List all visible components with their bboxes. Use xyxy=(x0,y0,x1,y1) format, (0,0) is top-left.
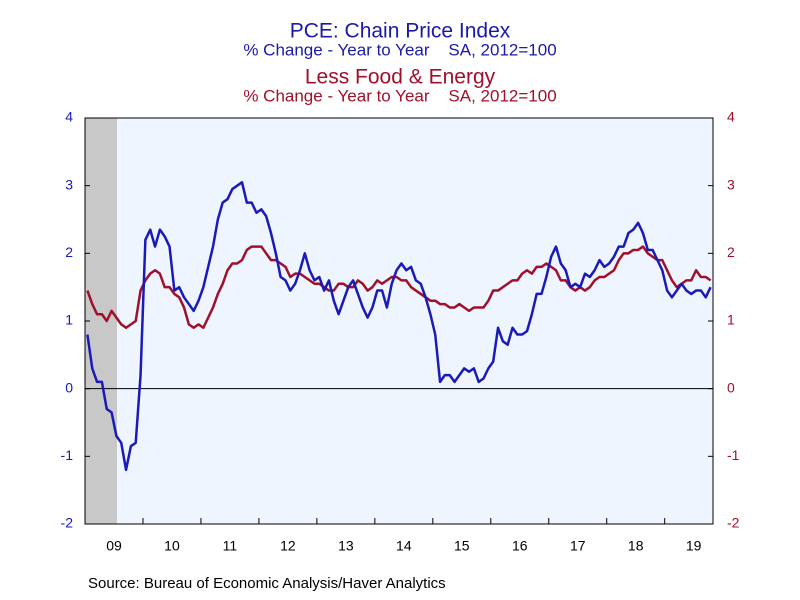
x-tick-label: 11 xyxy=(223,538,238,554)
y2-tick-label: -1 xyxy=(727,447,740,463)
y-tick-label: 4 xyxy=(65,109,73,125)
x-tick-label: 15 xyxy=(454,538,470,554)
y-tick-label: 0 xyxy=(65,379,73,395)
source: Source: Bureau of Economic Analysis/Have… xyxy=(88,575,446,592)
x-tick-label: 10 xyxy=(164,538,180,554)
y2-tick-label: 4 xyxy=(727,109,735,125)
y2-tick-label: 1 xyxy=(727,312,735,328)
x-tick-label: 17 xyxy=(570,538,586,554)
x-tick-label: 09 xyxy=(106,538,122,554)
y2-tick-label: -2 xyxy=(727,515,740,531)
recession-shading xyxy=(85,118,117,524)
plot-border xyxy=(84,117,714,525)
y-tick-label: 3 xyxy=(65,176,73,192)
y2-tick-label: 0 xyxy=(727,379,735,395)
x-tick-label: 13 xyxy=(338,538,354,554)
y2-tick-label: 2 xyxy=(727,244,735,260)
x-tick-label: 16 xyxy=(512,538,528,554)
x-tick-label: 19 xyxy=(686,538,702,554)
subtitle: % Change - Year to Year SA, 2012=100 xyxy=(243,40,556,59)
series-line xyxy=(86,245,712,330)
series-line xyxy=(86,181,712,472)
plot-area xyxy=(85,118,713,524)
title: PCE: Chain Price Index xyxy=(290,20,511,43)
y-tick-label: -2 xyxy=(61,515,74,531)
x-tick-label: 14 xyxy=(396,538,412,554)
y-tick-label: -1 xyxy=(61,447,74,463)
subtitle: % Change - Year to Year SA, 2012=100 xyxy=(243,86,556,105)
y-tick-label: 1 xyxy=(65,312,73,328)
y-tick-label: 2 xyxy=(65,244,73,260)
marks xyxy=(85,117,713,525)
y2-tick-label: 3 xyxy=(727,176,735,192)
x-tick-label: 18 xyxy=(628,538,644,554)
x-tick-label: 12 xyxy=(280,538,296,554)
title: Less Food & Energy xyxy=(305,66,496,89)
